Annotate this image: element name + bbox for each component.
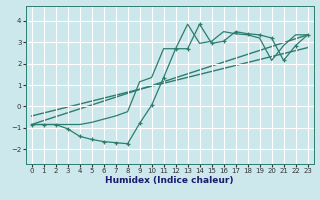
X-axis label: Humidex (Indice chaleur): Humidex (Indice chaleur) (105, 176, 234, 185)
